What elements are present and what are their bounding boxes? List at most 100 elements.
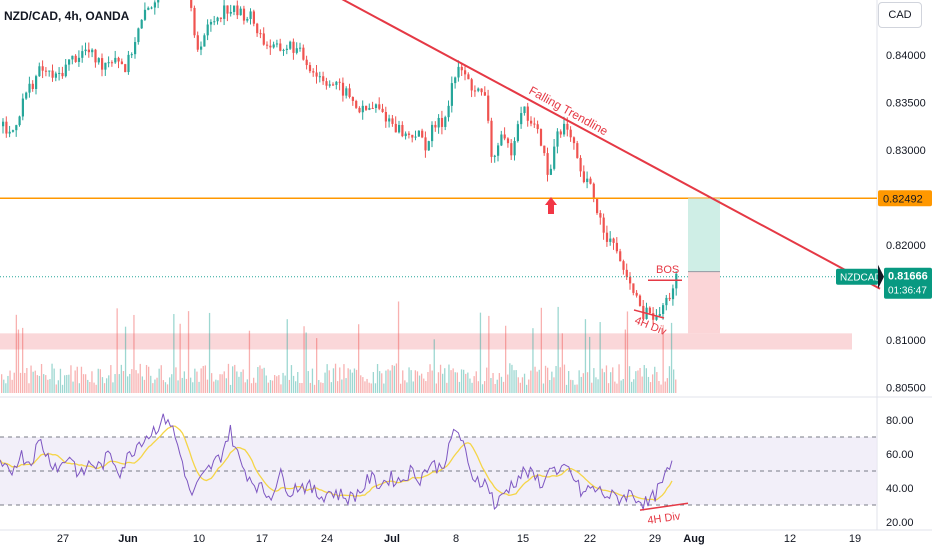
candle-body — [378, 104, 381, 109]
volume-bar — [49, 379, 51, 393]
volume-bar — [229, 384, 232, 393]
volume-bar — [234, 364, 236, 393]
volume-bar — [278, 375, 280, 393]
volume-bar — [76, 366, 78, 393]
volume-bar — [280, 384, 282, 393]
candle-body — [447, 105, 450, 118]
volume-bar — [108, 375, 110, 393]
volume-bar — [213, 381, 215, 393]
candle-body — [233, 5, 236, 12]
volume-bar — [276, 376, 278, 393]
candle-body — [61, 72, 64, 77]
volume-bar — [368, 382, 370, 393]
volume-bar — [309, 382, 311, 393]
candle-body — [635, 292, 638, 296]
volume-bar — [156, 377, 158, 393]
candle-body — [398, 124, 401, 133]
candle-body — [421, 130, 424, 138]
volume-bar — [295, 381, 297, 393]
volume-bar — [305, 332, 307, 393]
volume-bar — [628, 366, 631, 393]
volume-bar — [406, 382, 408, 393]
volume-bar — [313, 384, 316, 393]
volume-bar — [337, 381, 339, 393]
volume-bar — [675, 379, 677, 393]
volume-bar — [362, 377, 364, 393]
volume-bar — [446, 382, 448, 393]
candle-body — [648, 307, 651, 314]
volume-bar — [601, 368, 603, 393]
volume-bar — [22, 327, 24, 393]
candle-body — [671, 288, 675, 300]
candle-body — [252, 11, 255, 24]
volume-bar — [219, 374, 221, 393]
volume-bar — [563, 364, 566, 393]
candle-body — [87, 49, 90, 53]
volume-bar — [355, 369, 358, 393]
volume-bar — [91, 371, 93, 393]
candle-body — [510, 143, 513, 156]
volume-bar — [13, 372, 15, 393]
candle-body — [275, 43, 279, 45]
volume-bar — [124, 326, 127, 393]
volume-bar — [505, 325, 507, 393]
candle-body — [246, 18, 249, 21]
volume-bar — [603, 372, 605, 393]
volume-bar — [248, 330, 251, 393]
volume-bar — [271, 380, 274, 393]
volume-bar — [582, 373, 584, 393]
volume-bar — [179, 323, 181, 393]
volume-bar — [576, 384, 578, 393]
volume-bar — [358, 324, 360, 393]
volume-bar — [192, 382, 194, 393]
candle-body — [322, 76, 325, 82]
volume-bar — [618, 364, 620, 393]
candle-body — [358, 107, 361, 113]
candle-body — [539, 129, 543, 146]
volume-bar — [64, 375, 66, 393]
volume-bar — [158, 368, 160, 393]
volume-bar — [488, 315, 490, 393]
volume-bar — [110, 365, 112, 393]
volume-bar — [612, 367, 614, 393]
volume-bar — [580, 376, 582, 393]
last-price-label: 0.81666 — [888, 271, 928, 283]
volume-bar — [122, 371, 125, 393]
volume-bar — [259, 365, 261, 393]
volume-bar — [574, 384, 576, 393]
candle-body — [549, 168, 552, 175]
candle-body — [101, 58, 104, 70]
volume-bar — [286, 319, 288, 393]
volume-bar — [57, 380, 59, 393]
candle-body — [460, 66, 463, 71]
volume-bar — [572, 380, 574, 393]
time-tick-label: 8 — [453, 533, 459, 545]
candle-body — [625, 269, 628, 277]
rsi-tick-label: 60.00 — [886, 449, 914, 461]
candle-body — [444, 117, 447, 127]
candle-body — [437, 117, 440, 128]
candle-body — [506, 138, 510, 144]
volume-bar — [345, 378, 347, 393]
currency-button[interactable]: CAD — [878, 2, 922, 28]
volume-bar — [32, 371, 34, 393]
volume-bar — [332, 368, 335, 393]
volume-bar — [360, 375, 362, 393]
candle-body — [503, 134, 506, 139]
volume-bar — [492, 373, 494, 393]
volume-bar — [7, 375, 9, 393]
candle-body — [279, 43, 282, 51]
volume-bar — [288, 379, 290, 393]
candle-body — [658, 314, 661, 316]
candle-body — [206, 24, 209, 36]
volume-bar — [425, 381, 427, 393]
volume-bar — [143, 379, 146, 393]
volume-bar — [559, 367, 561, 393]
volume-bar — [221, 374, 223, 393]
volume-bar — [343, 364, 345, 393]
volume-bar — [196, 371, 198, 393]
candle-body — [338, 81, 341, 83]
volume-bar — [570, 379, 572, 393]
volume-bar — [418, 375, 421, 393]
volume-bar — [660, 384, 662, 393]
